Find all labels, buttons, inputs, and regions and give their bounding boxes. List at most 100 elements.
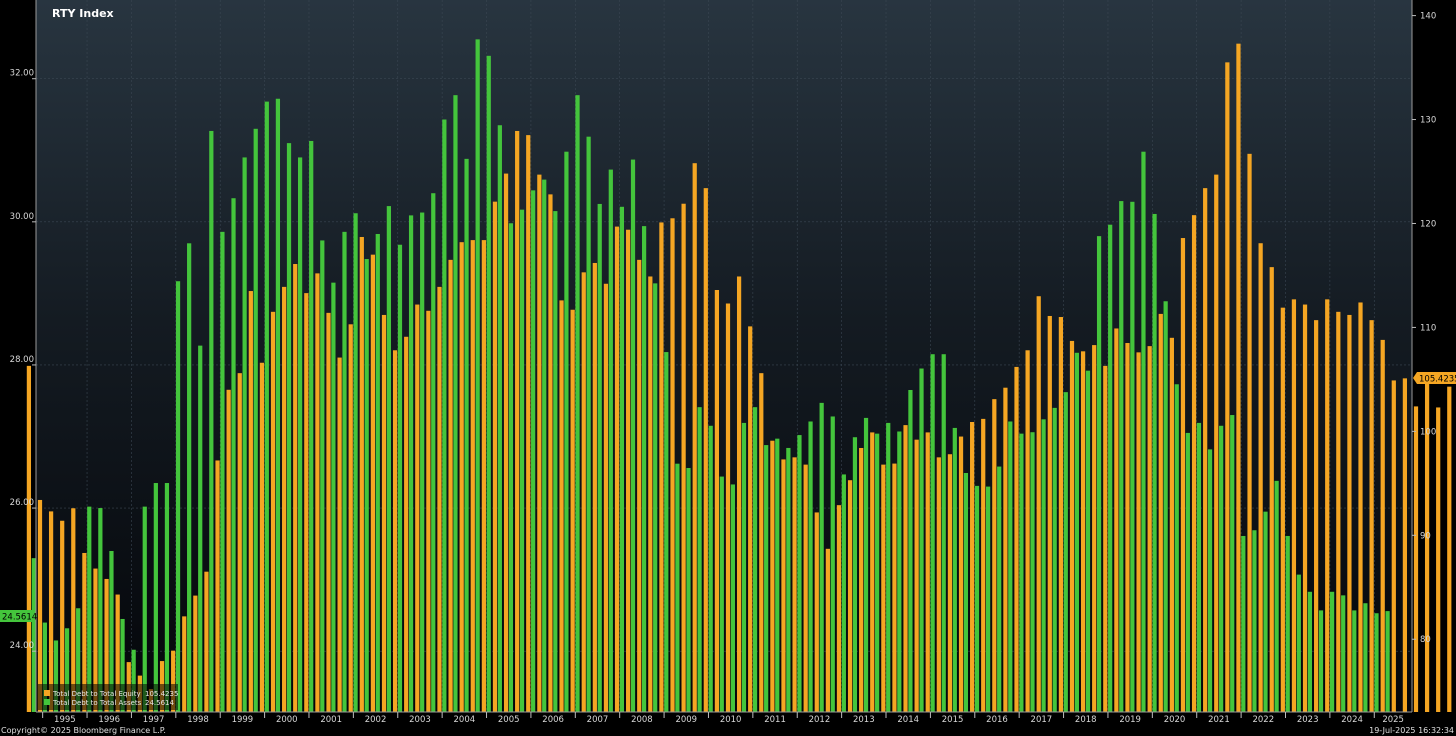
equity-bar	[60, 520, 65, 712]
x-tick-label: 2025	[1382, 715, 1404, 725]
equity-bar	[836, 505, 842, 712]
assets-bar	[364, 259, 369, 712]
assets-bar	[608, 169, 613, 713]
equity-bar	[1380, 339, 1385, 712]
x-tick-label: 2021	[1208, 715, 1230, 725]
assets-bar	[542, 179, 547, 713]
equity-bar	[326, 312, 331, 712]
legend-swatch-equity	[44, 690, 50, 696]
assets-bar	[109, 550, 114, 712]
assets-bar	[1163, 301, 1168, 712]
assets-bar	[1052, 407, 1057, 712]
equity-bar	[492, 201, 498, 712]
equity-bar	[637, 259, 642, 712]
assets-bar	[553, 211, 558, 712]
assets-bar	[131, 649, 136, 712]
equity-bar	[1214, 174, 1219, 712]
equity-bar	[559, 300, 564, 712]
x-tick-label: 2005	[498, 715, 520, 725]
assets-bar	[1263, 511, 1268, 712]
x-tick-label: 2020	[1164, 715, 1186, 725]
assets-bar	[863, 417, 869, 712]
assets-bar	[253, 128, 258, 713]
assets-bar	[908, 389, 913, 712]
legend-label-assets: Total Debt to Total Assets	[52, 699, 142, 707]
assets-bar	[952, 427, 957, 712]
assets-bar	[231, 198, 236, 713]
legend: Total Debt to Total Equity 105.4235 Tota…	[38, 684, 178, 710]
assets-bar	[1352, 610, 1357, 712]
assets-bar	[1096, 236, 1102, 712]
assets-bar	[1230, 415, 1235, 712]
equity-bar	[237, 373, 242, 712]
left-tick-label: 32.00	[10, 69, 34, 79]
equity-bar	[603, 283, 609, 712]
equity-bar	[1203, 188, 1208, 712]
equity-bar	[1413, 406, 1419, 712]
equity-bar	[437, 286, 442, 712]
equity-bar	[1280, 307, 1285, 712]
assets-bar	[353, 213, 358, 713]
equity-bar	[770, 440, 775, 712]
equity-bar	[304, 293, 309, 712]
assets-bar	[497, 125, 502, 713]
equity-bar	[448, 259, 453, 712]
last-value-badge-assets: 24.5614	[0, 610, 37, 623]
assets-bar	[841, 474, 846, 712]
equity-bar	[226, 389, 231, 712]
chart-title: RTY Index	[52, 7, 114, 20]
equity-bar	[1336, 311, 1341, 712]
equity-bar	[337, 357, 342, 712]
equity-bar	[259, 362, 265, 712]
equity-bar	[659, 222, 664, 712]
assets-bar	[386, 206, 391, 712]
assets-bar	[1196, 422, 1202, 712]
assets-bar	[87, 506, 92, 712]
x-tick-label: 2010	[720, 715, 742, 725]
equity-bar	[459, 242, 464, 712]
assets-bar	[297, 157, 303, 712]
equity-bar	[792, 457, 797, 712]
assets-bar	[686, 467, 691, 712]
right-tick-label: 110	[1420, 323, 1436, 333]
x-tick-label: 1995	[54, 715, 76, 725]
assets-bar	[575, 95, 580, 713]
equity-bar	[859, 447, 864, 712]
equity-bar	[48, 511, 54, 712]
left-tick-label: 24.00	[10, 641, 34, 651]
assets-bar	[886, 422, 891, 712]
assets-bar	[1307, 591, 1313, 712]
equity-bar	[26, 365, 32, 712]
equity-bar	[270, 311, 276, 712]
equity-bar	[470, 240, 475, 713]
equity-bar	[903, 425, 908, 712]
assets-bar	[741, 422, 747, 712]
equity-bar	[825, 548, 830, 712]
assets-bar	[897, 431, 902, 712]
equity-bar	[1314, 320, 1319, 712]
equity-bar	[481, 240, 486, 713]
assets-bar	[974, 485, 980, 712]
equity-bar	[881, 464, 886, 712]
assets-bar	[519, 209, 525, 712]
equity-bar	[892, 463, 897, 712]
equity-bar	[71, 508, 76, 712]
assets-bar	[1219, 425, 1224, 712]
assets-bar	[1207, 449, 1213, 712]
equity-bar	[781, 459, 786, 712]
equity-bar	[1236, 43, 1241, 713]
assets-bar	[1296, 574, 1301, 712]
assets-bar	[120, 618, 125, 712]
assets-bar	[675, 463, 680, 712]
x-tick-label: 2015	[942, 715, 964, 725]
right-tick-label: 130	[1420, 116, 1436, 126]
assets-bar	[1274, 480, 1279, 712]
equity-bar	[759, 373, 764, 712]
x-tick-label: 2014	[897, 715, 919, 725]
equity-bar	[526, 135, 531, 712]
assets-bar	[775, 438, 780, 712]
assets-bar	[42, 622, 47, 712]
equity-bar	[1169, 337, 1174, 712]
right-tick-label: 80	[1420, 635, 1431, 645]
assets-bar	[375, 233, 380, 713]
